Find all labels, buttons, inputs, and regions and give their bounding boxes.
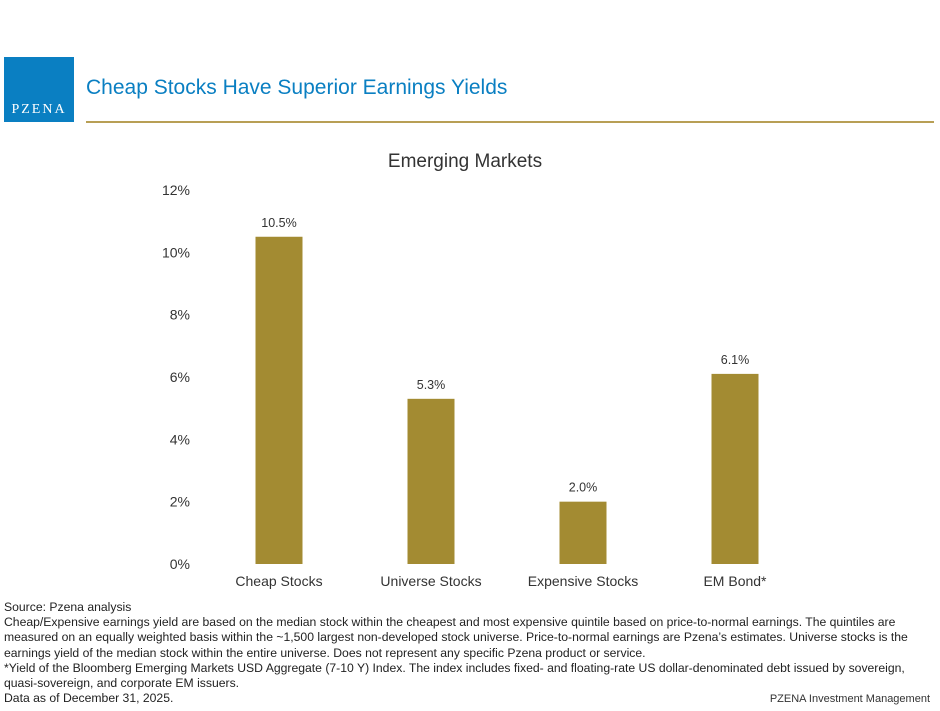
pzena-logo: PZENA <box>4 57 74 122</box>
y-tick-label: 2% <box>170 494 190 510</box>
footnote-methodology: Cheap/Expensive earnings yield are based… <box>4 615 908 660</box>
data-label: 5.3% <box>417 378 446 392</box>
chart-title: Emerging Markets <box>388 151 542 172</box>
y-tick-label: 12% <box>162 182 190 198</box>
footnote-source: Source: Pzena analysis <box>4 600 132 614</box>
data-label: 10.5% <box>261 216 296 230</box>
bar-chart: Emerging Markets 0% 2% 4% 6% 8% 10% 12% 10.5% Ch… <box>162 151 767 589</box>
data-label: 6.1% <box>721 353 750 367</box>
title-divider <box>86 121 934 123</box>
bar <box>255 236 303 564</box>
y-tick-label: 6% <box>170 369 190 385</box>
y-tick-label: 4% <box>170 431 190 447</box>
brand-footer: PZENA Investment Management <box>769 693 930 705</box>
bar <box>407 398 455 564</box>
footnotes: Source: Pzena analysis Cheap/Expensive e… <box>4 600 934 706</box>
x-tick-label: Cheap Stocks <box>235 573 322 589</box>
bar <box>711 373 759 564</box>
y-tick-label: 0% <box>170 556 190 572</box>
x-tick-label: Universe Stocks <box>380 573 481 589</box>
data-label: 2.0% <box>569 481 598 495</box>
x-tick-label: Expensive Stocks <box>528 573 639 589</box>
x-tick-label: EM Bond* <box>703 573 767 589</box>
y-tick-label: 8% <box>170 307 190 323</box>
y-tick-label: 10% <box>162 244 190 260</box>
logo-text: PZENA <box>11 102 67 117</box>
footnote-bond-index: *Yield of the Bloomberg Emerging Markets… <box>4 660 905 691</box>
bar <box>559 501 607 564</box>
page-title: Cheap Stocks Have Superior Earnings Yiel… <box>86 76 508 99</box>
footnote-date: Data as of December 31, 2025. <box>4 691 174 706</box>
